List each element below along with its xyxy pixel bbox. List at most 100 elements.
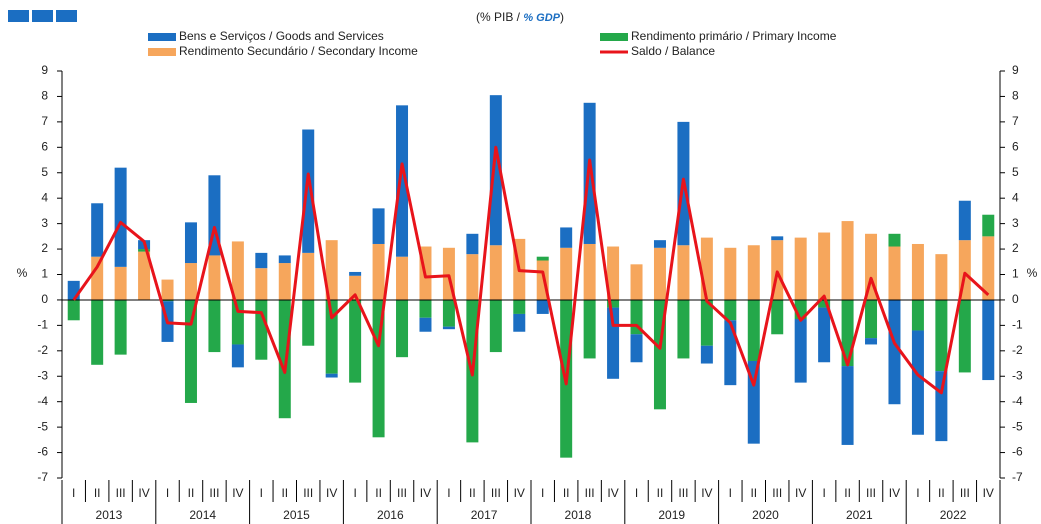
y-tick-label: -1 <box>37 318 48 332</box>
year-label: 2020 <box>752 508 779 522</box>
bar <box>958 299 971 373</box>
y-tick-label: 4 <box>41 190 48 204</box>
y2-tick-label: 1 <box>1012 267 1019 281</box>
bar <box>747 245 760 300</box>
bar <box>91 256 104 300</box>
y-tick-label: 7 <box>41 114 48 128</box>
x-tick-label: IV <box>607 486 618 500</box>
chart-subtitle: (% PIB / % GDP) <box>476 10 564 24</box>
bar <box>888 246 901 300</box>
bar <box>888 299 901 405</box>
bar <box>396 299 409 358</box>
bar <box>583 243 596 300</box>
logo-block <box>8 10 29 22</box>
year-label: 2014 <box>189 508 216 522</box>
bar <box>255 252 268 269</box>
year-label: 2016 <box>377 508 404 522</box>
bar <box>114 266 127 300</box>
x-tick-label: III <box>772 486 782 500</box>
year-label: 2019 <box>658 508 685 522</box>
bar <box>747 360 760 444</box>
subtitle-part: ) <box>560 10 564 24</box>
bar <box>794 237 807 300</box>
x-tick-label: II <box>844 486 851 500</box>
bar <box>583 299 596 359</box>
x-tick-label: IV <box>514 486 525 500</box>
x-tick-label: III <box>960 486 970 500</box>
x-tick-label: III <box>397 486 407 500</box>
x-tick-label: II <box>750 486 757 500</box>
x-tick-label: II <box>469 486 476 500</box>
bar <box>302 252 315 300</box>
bar <box>184 222 197 264</box>
y2-tick-label: -1 <box>1012 318 1023 332</box>
bar <box>818 307 831 363</box>
bar <box>208 255 221 300</box>
legend-label: Saldo / Balance <box>631 44 715 58</box>
x-tick-label: II <box>563 486 570 500</box>
y-tick-label: 5 <box>41 165 48 179</box>
bar <box>372 208 385 244</box>
bar <box>935 371 948 442</box>
year-label: 2022 <box>940 508 967 522</box>
y2-tick-label: 9 <box>1012 63 1019 77</box>
bar <box>536 299 549 314</box>
y-axis-label: % <box>17 266 28 280</box>
bar <box>771 299 784 335</box>
bar <box>325 373 338 378</box>
bar <box>982 214 995 237</box>
bar <box>466 233 479 255</box>
bar <box>653 240 666 248</box>
bar <box>911 299 924 331</box>
bar <box>935 254 948 300</box>
bar <box>372 299 385 438</box>
year-label: 2015 <box>283 508 310 522</box>
legend-swatch <box>600 33 628 41</box>
y2-tick-label: 5 <box>1012 165 1019 179</box>
bar <box>138 251 151 300</box>
y-tick-label: -6 <box>37 445 48 459</box>
bar <box>607 246 620 300</box>
bar <box>677 245 690 300</box>
logo-block <box>56 10 77 22</box>
bar <box>818 232 831 300</box>
bar <box>419 299 432 318</box>
y2-tick-label: -4 <box>1012 394 1023 408</box>
bar <box>560 247 573 300</box>
x-tick-label: IV <box>326 486 337 500</box>
bar <box>724 247 737 300</box>
bar <box>208 299 221 353</box>
y2-tick-label: 3 <box>1012 216 1019 230</box>
x-tick-label: IV <box>232 486 243 500</box>
bar <box>255 299 268 360</box>
y-tick-label: -7 <box>37 470 48 484</box>
bar <box>302 299 315 346</box>
y-tick-label: 3 <box>41 216 48 230</box>
bar <box>935 299 948 372</box>
bar <box>231 241 244 300</box>
y-tick-label: 6 <box>41 139 48 153</box>
x-tick-label: IV <box>138 486 149 500</box>
bar <box>114 167 127 267</box>
y2-tick-label: 7 <box>1012 114 1019 128</box>
x-tick-label: I <box>635 486 638 500</box>
bar <box>91 203 104 257</box>
bar <box>841 221 854 300</box>
y2-tick-label: 2 <box>1012 241 1019 255</box>
logo-block <box>32 10 53 22</box>
subtitle-part: % GDP <box>523 12 560 24</box>
y-tick-label: 9 <box>41 63 48 77</box>
bar <box>865 299 878 339</box>
bar <box>818 299 831 308</box>
y-tick-label: -3 <box>37 368 48 382</box>
year-label: 2017 <box>471 508 498 522</box>
x-tick-label: II <box>938 486 945 500</box>
x-tick-label: IV <box>795 486 806 500</box>
x-tick-label: I <box>72 486 75 500</box>
y-tick-label: -2 <box>37 343 48 357</box>
x-tick-label: III <box>585 486 595 500</box>
bar <box>466 254 479 300</box>
x-tick-label: II <box>281 486 288 500</box>
bar <box>700 345 713 364</box>
bar <box>865 338 878 345</box>
